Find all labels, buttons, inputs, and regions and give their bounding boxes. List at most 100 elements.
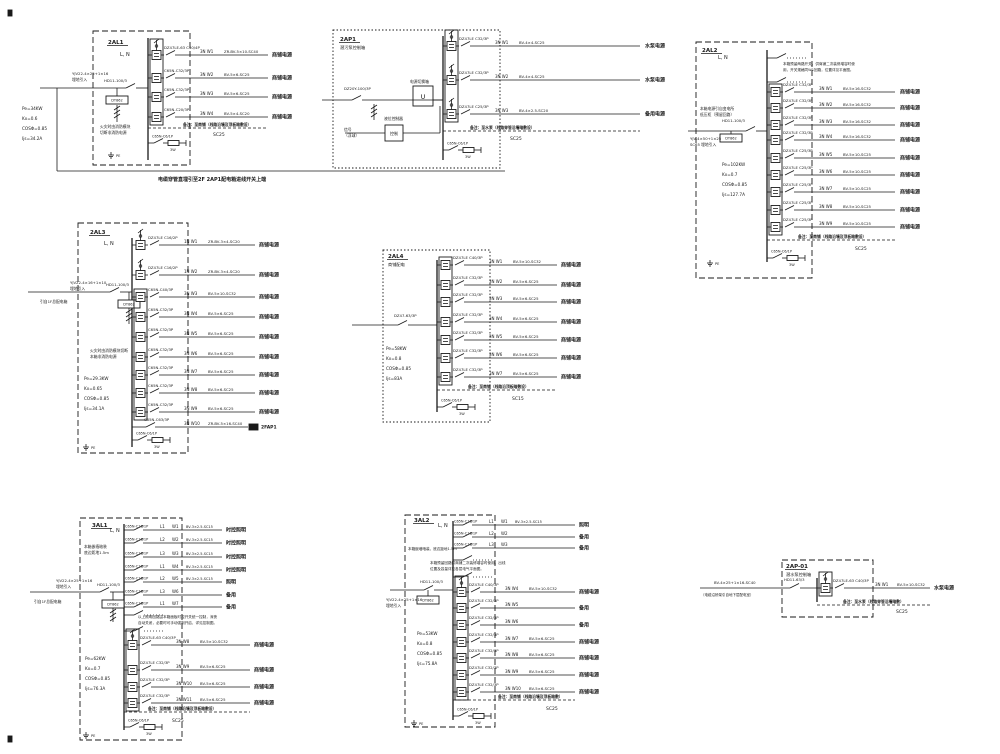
lamp-label: 3W bbox=[459, 412, 465, 416]
breaker-icon bbox=[456, 687, 467, 697]
annotation-text: YJV22-4×25+1×16 bbox=[386, 597, 423, 602]
cable-spec: BV-5×6-SC25 bbox=[513, 279, 539, 284]
cable-spec: BV-5×16-SC32 bbox=[843, 119, 872, 124]
load-label: 商铺电源 bbox=[900, 155, 920, 162]
annotation-text: BV-4×25+1×16-SC40 bbox=[714, 580, 756, 585]
rcd-arrow bbox=[129, 628, 136, 634]
breaker-icon bbox=[770, 103, 781, 113]
breaker-label: C65N-C32/3P bbox=[164, 87, 190, 92]
circuit-label: 3N W1 bbox=[489, 259, 503, 264]
panel-calc-data: COSΦ=0.85 bbox=[386, 366, 411, 371]
phase-label: L3 bbox=[160, 589, 165, 594]
load-label: 商铺电源 bbox=[254, 667, 274, 674]
load-label: 商铺电源 bbox=[561, 337, 581, 344]
switch-symbol bbox=[153, 138, 164, 144]
switch-symbol bbox=[462, 555, 473, 561]
panel-title: 2AP-01 bbox=[786, 564, 808, 570]
main-switch-label: HD11-100/3 bbox=[722, 118, 746, 123]
panel-title: 2AL2 bbox=[702, 48, 718, 54]
circuit-label: 3N W5 bbox=[184, 331, 198, 336]
breaker-label: DZ47LE C32/3P bbox=[453, 367, 483, 372]
main-switch-label: DZ47-63/3P bbox=[394, 313, 417, 318]
rcd-circle bbox=[138, 234, 143, 238]
breaker-icon bbox=[127, 682, 138, 692]
branch-row: C65N-C32/3P 3N W4 BV-5×6-SC25 商铺电源 bbox=[132, 307, 279, 322]
reserved-note: 位置及容量详见各层电气平面图。 bbox=[430, 566, 484, 571]
reserved-note: 本箱预留回路供商铺二次装修增容时使用，出线 bbox=[430, 560, 506, 565]
cable-spec: BV-5×10-SC32 bbox=[200, 639, 229, 644]
cable-spec: BV-3×2.5-SC15 bbox=[186, 538, 213, 542]
switch-symbol bbox=[149, 370, 160, 376]
panel-box bbox=[781, 559, 874, 618]
switch-symbol bbox=[145, 422, 156, 428]
lamp-label: 3W bbox=[170, 148, 176, 152]
switch-symbol bbox=[133, 565, 144, 571]
circuit-label: 3N W4 bbox=[819, 134, 833, 139]
circuit-label: 3N W10 bbox=[505, 686, 521, 691]
phase-label: L2 bbox=[160, 537, 165, 542]
breaker-label: DZ47LE C32/3P bbox=[469, 648, 499, 653]
annotation-text: 本箱非消防电源 bbox=[90, 354, 117, 359]
conduit-spec: SC25 bbox=[172, 718, 184, 724]
load-label: 商铺电源 bbox=[272, 75, 292, 82]
branch-row: DZ47LE C40/3P 3N W1 BV-5×10-SC32 商铺电源 bbox=[437, 255, 581, 270]
switch-symbol bbox=[133, 590, 144, 596]
switch-symbol bbox=[454, 317, 465, 323]
breaker-icon bbox=[456, 620, 467, 630]
panel-calc-data: Pe=34KW bbox=[22, 106, 43, 111]
switch-symbol bbox=[784, 153, 795, 159]
cable-spec: BV-5×6-SC25 bbox=[208, 331, 234, 336]
cable-spec: BV-5×10-SC25 bbox=[843, 186, 872, 191]
load-label: 商铺电源 bbox=[579, 689, 599, 696]
fuse-icon bbox=[462, 147, 475, 153]
switch-symbol bbox=[454, 260, 465, 266]
breaker-label: DZ47LE C32/3P bbox=[469, 665, 499, 670]
cable-spec: BV-5×10-SC25 bbox=[843, 152, 872, 157]
annotation-text: YJV-4×50+1×25 bbox=[690, 136, 722, 141]
load-label: 商铺电源 bbox=[272, 52, 292, 59]
switch-symbol bbox=[470, 620, 481, 626]
switch-symbol bbox=[133, 538, 144, 544]
circuit-label: 3N W3 bbox=[495, 108, 509, 113]
branch-row: DZ47LE C32/3P 3N W7 BV-5×6-SC25 商铺电源 bbox=[453, 632, 599, 647]
cable-spec: BV-4×2.5-SC20 bbox=[519, 108, 549, 113]
breaker-label: C65N-C16/1P bbox=[125, 525, 148, 529]
breaker-label: DZ47LE C32/3P bbox=[469, 615, 499, 620]
switch-symbol bbox=[784, 187, 795, 193]
breaker-label: C65N-C16/1P bbox=[125, 602, 148, 606]
branch-row: C65N-C16/1P L1 W7 备用 bbox=[124, 601, 236, 611]
load-label: 商铺电源 bbox=[579, 589, 599, 596]
breaker-label: C65N-C16/1P bbox=[454, 532, 477, 536]
phase-label: L2 bbox=[160, 576, 165, 581]
load-label: 商铺电源 bbox=[561, 299, 581, 306]
breaker-label: DZ47LE C32/3P bbox=[783, 115, 813, 120]
conduit-spec: SC25 bbox=[546, 706, 558, 712]
breaker-icon bbox=[135, 388, 146, 398]
breaker-label: DZ47LE C32/3P bbox=[459, 70, 489, 75]
breaker-label: C65N-C32/3P bbox=[148, 365, 174, 370]
breaker-icon bbox=[440, 260, 451, 270]
rcd-arrow bbox=[153, 38, 160, 44]
phase-label: L3 bbox=[160, 551, 165, 556]
breaker-icon bbox=[456, 637, 467, 647]
branch-row: C65N-C32/3P 3N W5 BV-5×6-SC25 商铺电源 bbox=[132, 327, 279, 342]
breaker-label: DZ47LE C32/3P bbox=[453, 330, 483, 335]
breaker-label: DZ47LE C40/3P bbox=[469, 582, 499, 587]
breaker-icon bbox=[456, 653, 467, 663]
switch-symbol bbox=[133, 525, 144, 531]
circuit-label: 3N W1 bbox=[495, 40, 509, 45]
rcd-arrow bbox=[137, 228, 144, 234]
cable-spec: BV-5×6-SC25 bbox=[208, 406, 234, 411]
panel-title-line2: 潜污泵控制箱 bbox=[340, 44, 365, 51]
load-label: 商铺电源 bbox=[561, 282, 581, 289]
breaker-icon bbox=[440, 280, 451, 290]
cable-spec: BV-5×6-SC25 bbox=[513, 334, 539, 339]
branch-row: DZ47LE C16/2P 1N W1 ZR-BV-3×4-SC20 商铺电源 bbox=[132, 228, 279, 250]
cable-spec: BV-5×6-SC25 bbox=[513, 296, 539, 301]
circuit-label: 3N W11 bbox=[176, 697, 192, 702]
conduit-spec: SC25 bbox=[510, 136, 522, 142]
rcd-circle bbox=[130, 634, 135, 638]
meter-box bbox=[719, 133, 743, 143]
branch-row: DZ47LE C32/3P 3N W6 BV-5×6-SC25 商铺电源 bbox=[437, 348, 581, 363]
load-label: 商铺电源 bbox=[259, 372, 279, 379]
